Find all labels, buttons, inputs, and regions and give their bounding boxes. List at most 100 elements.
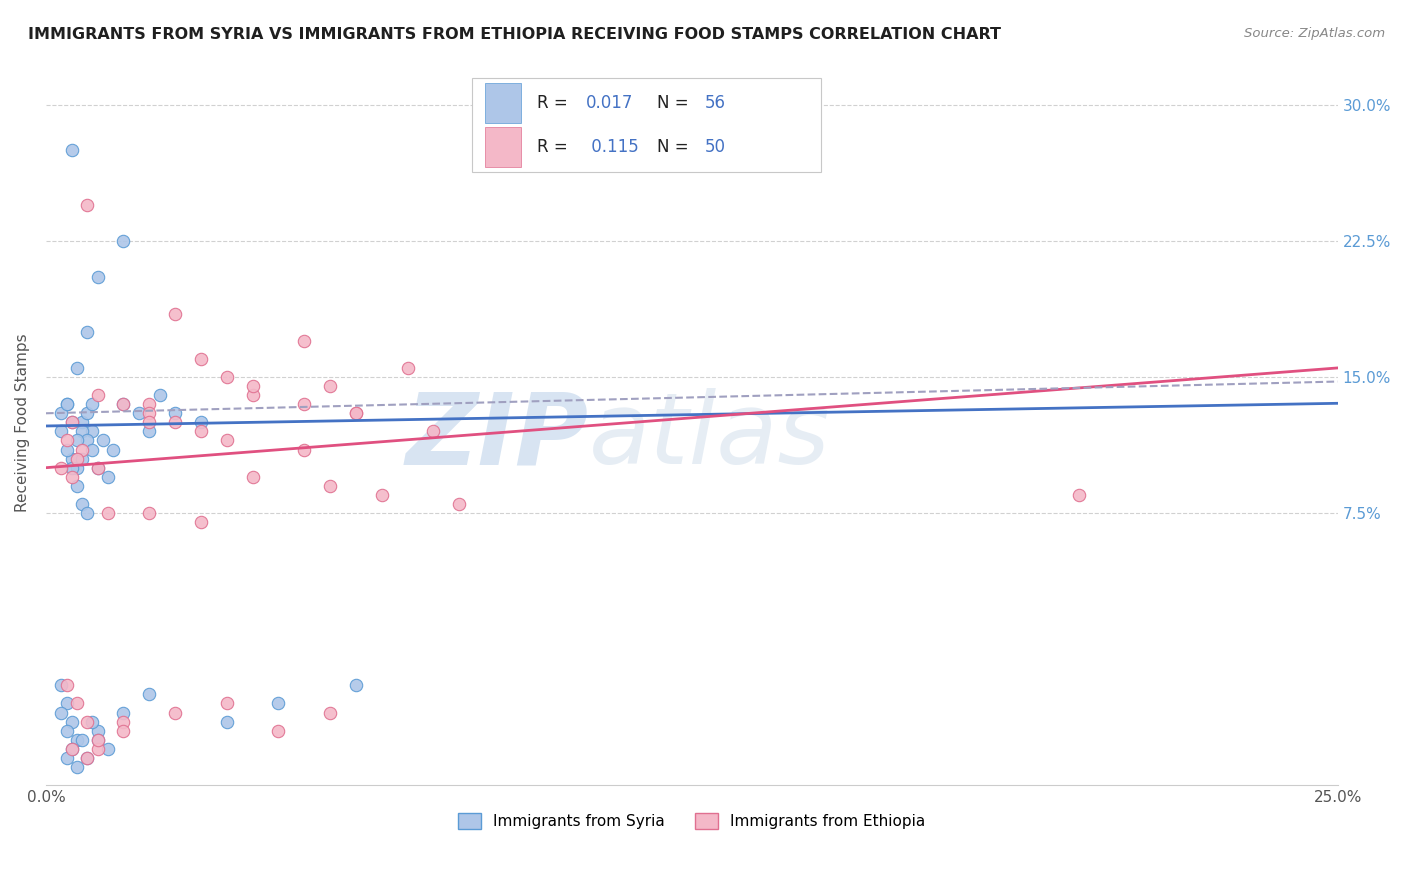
Point <box>86 460 108 475</box>
Point <box>55 723 77 738</box>
Point <box>60 469 83 483</box>
Point <box>82 442 104 457</box>
Bar <box>485 127 522 167</box>
Point <box>267 723 290 738</box>
Point <box>292 334 315 348</box>
Point <box>396 360 419 375</box>
Point <box>97 506 120 520</box>
Point <box>86 270 108 285</box>
Point <box>242 469 264 483</box>
Point <box>112 706 135 720</box>
Point <box>344 678 367 692</box>
Point <box>97 741 120 756</box>
Text: N =: N = <box>657 95 693 112</box>
FancyBboxPatch shape <box>472 78 821 172</box>
Point <box>112 397 135 411</box>
Point <box>292 397 315 411</box>
Text: atlas: atlas <box>589 388 830 485</box>
Point <box>66 479 89 493</box>
Point <box>165 415 187 429</box>
Point <box>60 451 83 466</box>
Point <box>138 406 160 420</box>
Point <box>86 732 108 747</box>
Point <box>66 434 89 448</box>
Legend: Immigrants from Syria, Immigrants from Ethiopia: Immigrants from Syria, Immigrants from E… <box>451 807 932 836</box>
Point <box>70 451 93 466</box>
Text: N =: N = <box>657 137 693 155</box>
Point <box>76 434 98 448</box>
Point <box>190 515 212 529</box>
Y-axis label: Receiving Food Stamps: Receiving Food Stamps <box>15 333 30 512</box>
Text: 0.017: 0.017 <box>586 95 633 112</box>
Text: R =: R = <box>537 95 572 112</box>
Point <box>76 325 98 339</box>
Point <box>138 425 160 439</box>
Point <box>51 706 73 720</box>
Point <box>190 351 212 366</box>
Point <box>112 397 135 411</box>
Point <box>86 741 108 756</box>
Point <box>70 415 93 429</box>
Point <box>215 370 238 384</box>
Point <box>51 460 73 475</box>
Point <box>82 714 104 729</box>
Point <box>66 732 89 747</box>
Point <box>128 406 150 420</box>
Point <box>165 406 187 420</box>
Point <box>112 234 135 248</box>
Point <box>55 678 77 692</box>
Text: 0.115: 0.115 <box>586 137 638 155</box>
Point <box>86 388 108 402</box>
Point <box>51 678 73 692</box>
Point <box>76 197 98 211</box>
Point <box>344 406 367 420</box>
Point <box>138 415 160 429</box>
Point <box>60 415 83 429</box>
Point <box>91 434 114 448</box>
Point <box>76 714 98 729</box>
Point <box>242 388 264 402</box>
Point <box>112 714 135 729</box>
Point <box>82 425 104 439</box>
Text: 50: 50 <box>704 137 725 155</box>
Point <box>76 751 98 765</box>
Point <box>55 434 77 448</box>
Point <box>138 506 160 520</box>
Point <box>112 723 135 738</box>
Point <box>422 425 444 439</box>
Point <box>70 442 93 457</box>
Point <box>66 697 89 711</box>
Bar <box>485 83 522 123</box>
Point <box>76 406 98 420</box>
Point <box>215 714 238 729</box>
Point <box>165 306 187 320</box>
Text: Source: ZipAtlas.com: Source: ZipAtlas.com <box>1244 27 1385 40</box>
Point <box>319 479 342 493</box>
Text: 56: 56 <box>704 95 725 112</box>
Point <box>60 415 83 429</box>
Point <box>51 425 73 439</box>
Point <box>55 397 77 411</box>
Point <box>319 706 342 720</box>
Point <box>138 687 160 701</box>
Point <box>66 760 89 774</box>
Point <box>51 406 73 420</box>
Point <box>66 460 89 475</box>
Point <box>267 697 290 711</box>
Point <box>86 732 108 747</box>
Point <box>60 143 83 157</box>
Point <box>319 379 342 393</box>
Point <box>66 451 89 466</box>
Point <box>82 397 104 411</box>
Point <box>449 497 471 511</box>
Point <box>76 751 98 765</box>
Point <box>190 415 212 429</box>
Point <box>215 697 238 711</box>
Point <box>165 706 187 720</box>
Point <box>55 442 77 457</box>
Point <box>149 388 172 402</box>
Point <box>55 397 77 411</box>
Point <box>60 741 83 756</box>
Text: ZIP: ZIP <box>405 388 589 485</box>
Point <box>292 442 315 457</box>
